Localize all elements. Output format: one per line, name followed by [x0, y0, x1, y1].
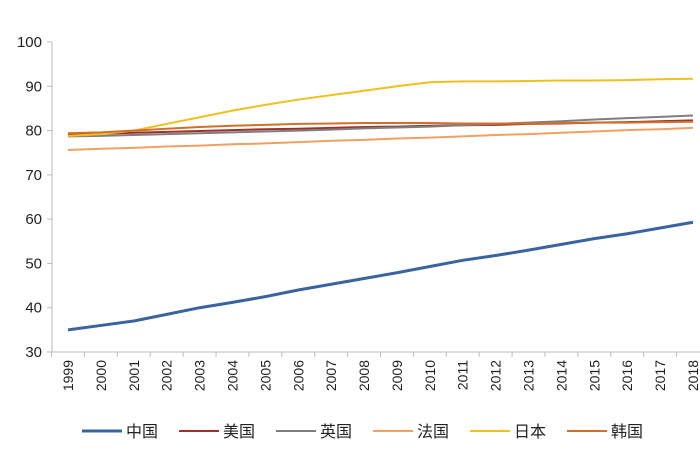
legend-label: 英国 [320, 423, 352, 441]
x-tick-label: 2009 [389, 360, 405, 391]
y-tick-label: 40 [25, 300, 42, 317]
x-tick-label: 2010 [422, 360, 438, 391]
x-tick-label: 2007 [323, 360, 339, 391]
y-tick-label: 80 [25, 123, 42, 140]
series-line-韩国 [67, 120, 694, 135]
x-tick-label: 2012 [488, 360, 504, 391]
legend-label: 中国 [126, 423, 158, 441]
x-tick-label: 2005 [257, 360, 273, 391]
series-line-中国 [67, 220, 694, 332]
x-tick-label: 2014 [553, 360, 569, 391]
series-line-日本 [67, 77, 694, 137]
x-tick-label: 2003 [192, 360, 208, 391]
x-tick-label: 1999 [60, 360, 76, 391]
x-tick-label: 2001 [126, 360, 142, 391]
y-tick-label: 100 [17, 34, 42, 51]
legend-label: 日本 [514, 423, 546, 441]
y-tick-label: 50 [25, 255, 42, 272]
x-tick-label: 2002 [159, 360, 175, 391]
y-tick-label: 60 [25, 211, 42, 228]
legend-label: 法国 [417, 423, 449, 441]
y-tick-label: 90 [25, 78, 42, 95]
y-tick-label: 30 [25, 344, 42, 361]
x-tick-label: 2015 [586, 360, 602, 391]
legend-label: 韩国 [611, 423, 643, 441]
x-tick-label: 2008 [356, 360, 372, 391]
x-tick-label: 2016 [619, 360, 635, 391]
x-tick-label: 2004 [224, 360, 240, 391]
x-tick-label: 2017 [652, 360, 668, 391]
x-tick-label: 2018 [685, 360, 700, 391]
series-line-英国 [67, 114, 694, 138]
series-line-法国 [67, 126, 694, 152]
x-tick-label: 2013 [521, 360, 537, 391]
legend-label: 美国 [223, 423, 255, 441]
x-tick-label: 2011 [455, 360, 471, 390]
y-tick-label: 70 [25, 167, 42, 184]
x-tick-label: 2000 [93, 360, 109, 391]
x-tick-label: 2006 [290, 360, 306, 391]
